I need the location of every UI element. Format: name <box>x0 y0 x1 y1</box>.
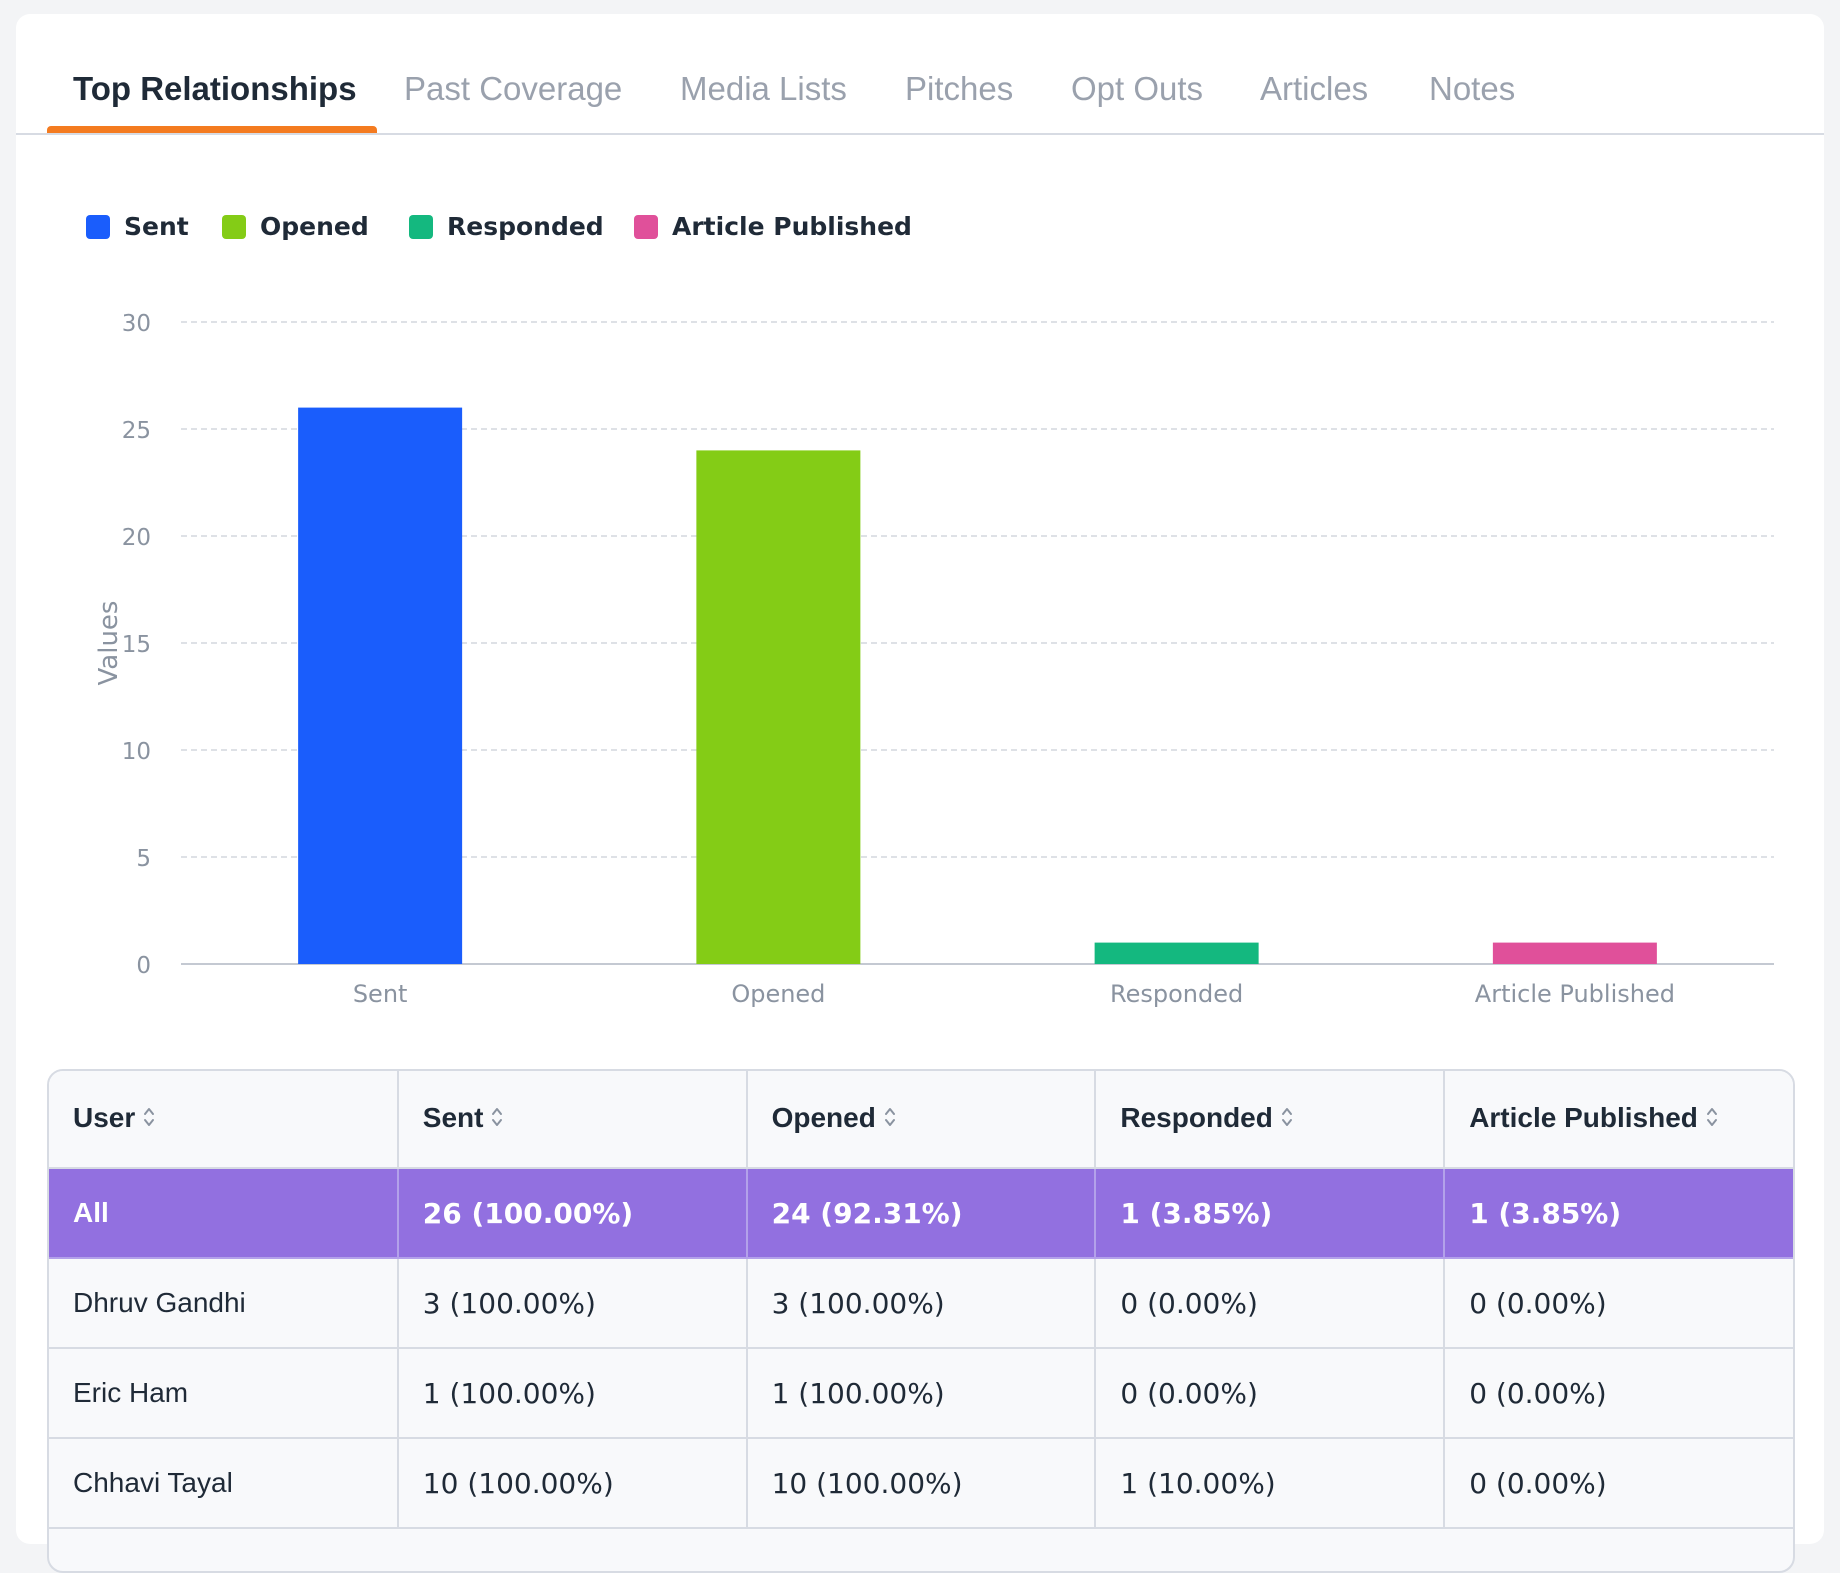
tab-pitches[interactable]: Pitches <box>905 70 1014 107</box>
responded-cell: 0 (0.00%) <box>1095 1258 1446 1349</box>
x-tick-label: Responded <box>1110 980 1243 1008</box>
y-tick-label: 0 <box>136 953 151 979</box>
x-tick-label: Sent <box>353 980 408 1008</box>
opened-cell: 10 (100.00%) <box>746 1438 1097 1529</box>
y-tick-label: 25 <box>122 418 151 444</box>
opened-cell: 24 (92.31%) <box>746 1168 1097 1259</box>
relationships-card: Top Relationships Past Coverage Media Li… <box>16 14 1824 1573</box>
y-axis-title: Values <box>94 601 124 686</box>
legend-label: Responded <box>447 212 604 241</box>
bar <box>696 450 861 964</box>
column-header-user[interactable]: User <box>49 1071 399 1169</box>
legend-swatch-opened <box>222 215 246 239</box>
bar <box>1492 942 1657 964</box>
table-row[interactable]: Eric Ham 1 (100.00%) 1 (100.00%) 0 (0.00… <box>49 1348 1793 1439</box>
tab-opt-outs[interactable]: Opt Outs <box>1071 70 1204 107</box>
responded-cell: 0 (0.00%) <box>1095 1348 1446 1439</box>
user-cell: Chhavi Tayal <box>49 1438 399 1529</box>
x-tick-label: Opened <box>731 980 825 1008</box>
user-cell: Eric Ham <box>49 1348 399 1439</box>
y-tick-label: 10 <box>122 739 151 765</box>
tab-articles[interactable]: Articles <box>1260 70 1369 107</box>
sent-cell: 3 (100.00%) <box>397 1258 748 1349</box>
y-tick-label: 30 <box>122 311 151 337</box>
tab-notes[interactable]: Notes <box>1429 70 1516 107</box>
legend-swatch-responded <box>409 215 433 239</box>
article-published-cell: 1 (3.85%) <box>1444 1168 1793 1259</box>
sent-cell: 26 (100.00%) <box>397 1168 748 1259</box>
active-tab-indicator <box>47 126 377 133</box>
table-header-row: User Sent Opened Responded Article Publi… <box>49 1071 1793 1169</box>
sort-icon[interactable] <box>1706 1104 1718 1136</box>
legend-label: Opened <box>260 212 369 241</box>
y-tick-label: 5 <box>136 846 151 872</box>
bar <box>1094 942 1259 964</box>
sort-icon[interactable] <box>143 1104 155 1136</box>
article-published-cell: 0 (0.00%) <box>1444 1258 1793 1349</box>
sent-cell: 1 (100.00%) <box>397 1348 748 1439</box>
x-tick-label: Article Published <box>1475 980 1675 1008</box>
sent-cell: 10 (100.00%) <box>397 1438 748 1529</box>
sort-icon[interactable] <box>1281 1104 1293 1136</box>
table-row[interactable]: Dhruv Gandhi 3 (100.00%) 3 (100.00%) 0 (… <box>49 1258 1793 1349</box>
responded-cell: 1 (3.85%) <box>1095 1168 1446 1259</box>
tab-bar: Top Relationships Past Coverage Media Li… <box>16 14 1824 135</box>
sort-icon[interactable] <box>884 1104 896 1136</box>
y-tick-label: 20 <box>122 525 151 551</box>
table-row[interactable]: Chhavi Tayal 10 (100.00%) 10 (100.00%) 1… <box>49 1438 1793 1529</box>
legend-swatch-article-published <box>634 215 658 239</box>
column-header-responded[interactable]: Responded <box>1095 1071 1446 1169</box>
column-header-article-published[interactable]: Article Published <box>1444 1071 1793 1169</box>
column-header-label: Sent <box>422 1102 484 1134</box>
opened-cell: 3 (100.00%) <box>746 1258 1097 1349</box>
column-header-label: Article Published <box>1469 1102 1698 1134</box>
column-header-sent[interactable]: Sent <box>397 1071 748 1169</box>
sort-icon[interactable] <box>491 1104 503 1136</box>
legend-swatch-sent <box>86 215 110 239</box>
user-cell: Dhruv Gandhi <box>49 1258 399 1349</box>
legend-label: Article Published <box>672 212 912 241</box>
y-tick-label: 15 <box>122 632 151 658</box>
article-published-cell: 0 (0.00%) <box>1444 1438 1793 1529</box>
bar-chart: 0 5 10 15 20 25 30 Sent Opened Responded Article P… <box>94 311 1774 1008</box>
column-header-label: Opened <box>771 1102 876 1134</box>
bar <box>298 407 463 965</box>
tab-past-coverage[interactable]: Past Coverage <box>404 70 623 107</box>
user-cell: All <box>49 1168 399 1259</box>
table-row-all[interactable]: All 26 (100.00%) 24 (92.31%) 1 (3.85%) 1… <box>49 1168 1793 1259</box>
legend-label: Sent <box>124 212 189 241</box>
column-header-label: User <box>73 1102 136 1134</box>
responded-cell: 1 (10.00%) <box>1095 1438 1446 1529</box>
column-header-opened[interactable]: Opened <box>746 1071 1097 1169</box>
article-published-cell: 0 (0.00%) <box>1444 1348 1793 1439</box>
tab-top-relationships[interactable]: Top Relationships <box>73 70 357 107</box>
tab-media-lists[interactable]: Media Lists <box>680 70 847 107</box>
relationships-table: User Sent Opened Responded Article Publi… <box>47 1069 1795 1573</box>
opened-cell: 1 (100.00%) <box>746 1348 1097 1439</box>
column-header-label: Responded <box>1120 1102 1273 1134</box>
